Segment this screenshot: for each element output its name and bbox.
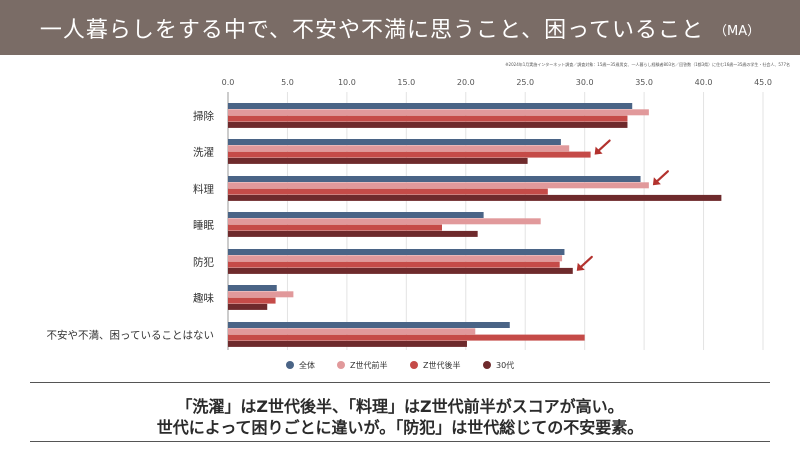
conclusion-line-2: 世代によって困りごとに違いが。「防犯」は世代総じての不安要素。 [156, 418, 644, 437]
bar [228, 218, 541, 225]
page-title: 一人暮らしをする中で、不安や不満に思うこと、困っていること [39, 17, 705, 43]
bar-chart: 0.0 5.0 10.0 15.0 20.0 25.0 30.0 35.0 40.0 45.0 掃除… [47, 78, 772, 370]
legend-marker [483, 361, 491, 369]
bar [228, 176, 641, 182]
bar [228, 340, 467, 347]
bar [228, 121, 628, 128]
annotation-arrow [654, 170, 669, 184]
bar [228, 303, 268, 310]
bar [228, 322, 510, 328]
bar [228, 194, 722, 201]
bar [228, 139, 561, 145]
annotation-arrow [596, 139, 611, 153]
bar [228, 224, 442, 231]
category-label: 洗濯 [193, 147, 214, 159]
x-tick-label: 25.0 [516, 78, 534, 87]
bar [228, 297, 276, 304]
bar [228, 103, 633, 109]
x-tick-label: 5.0 [281, 78, 294, 87]
x-tick-label: 20.0 [457, 78, 475, 87]
x-tick-label: 35.0 [635, 78, 653, 87]
category-label: 趣味 [193, 292, 214, 305]
bar [228, 328, 476, 335]
bar [228, 261, 560, 268]
bar [228, 334, 585, 341]
annotation-arrowhead [652, 177, 661, 186]
x-tick-label: 45.0 [754, 78, 772, 87]
bar [228, 230, 478, 237]
bar [228, 255, 563, 262]
bar [228, 267, 573, 274]
bar [228, 249, 565, 255]
category-label: 不安や不満、困っていることはない [47, 329, 214, 342]
annotation-arrow [578, 255, 593, 269]
bar [228, 291, 294, 298]
legend-marker [286, 361, 294, 369]
x-tick-label: 15.0 [397, 78, 415, 87]
category-label: 掃除 [193, 110, 214, 123]
bar [228, 151, 591, 158]
conclusion-line-1: 「洗濯」はZ世代後半、「料理」はZ世代前半がスコアが高い。 [176, 397, 624, 416]
category-label: 料理 [193, 183, 214, 196]
category-label: 防犯 [193, 256, 214, 269]
bar [228, 182, 649, 189]
category-label: 睡眠 [193, 219, 214, 232]
divider-bottom [30, 441, 770, 442]
legend-marker [337, 361, 345, 369]
bar [228, 115, 628, 122]
bar [228, 145, 570, 152]
bar [228, 109, 649, 116]
source-note: ※2024年1月実施インターネット調査／調査対象：15歳～35歳男女、一人暮らし… [505, 62, 790, 67]
divider-top [30, 382, 770, 383]
bar [228, 285, 277, 291]
x-tick-label: 0.0 [222, 78, 235, 87]
legend-label: 全体 [299, 360, 315, 370]
x-tick-label: 30.0 [576, 78, 594, 87]
bar [228, 157, 528, 164]
annotation-arrowhead [594, 146, 603, 155]
legend-label: Z世代前半 [350, 360, 387, 370]
bar [228, 188, 548, 195]
annotation-arrowhead [576, 262, 585, 271]
x-tick-label: 40.0 [695, 78, 713, 87]
legend-marker [410, 361, 418, 369]
bar [228, 212, 484, 218]
legend-label: 30代 [496, 360, 514, 370]
legend-label: Z世代後半 [423, 360, 460, 370]
title-suffix: （MA） [714, 24, 761, 39]
header-banner: 一人暮らしをする中で、不安や不満に思うこと、困っていること （MA） [0, 0, 800, 55]
x-tick-label: 10.0 [338, 78, 356, 87]
